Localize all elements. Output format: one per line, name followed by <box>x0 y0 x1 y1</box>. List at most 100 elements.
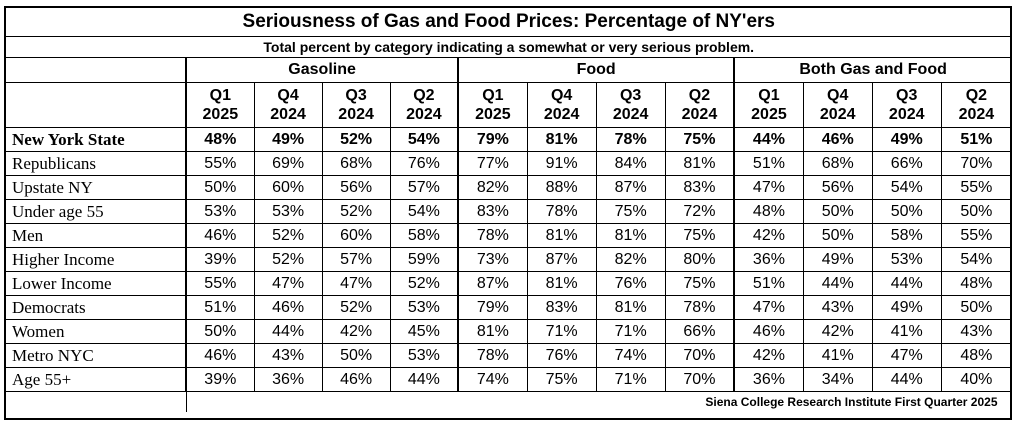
value-cell: 76% <box>389 151 459 176</box>
value-cell: 84% <box>595 151 666 176</box>
period-quarter: Q2 <box>965 87 988 104</box>
value-cell: 50% <box>185 319 255 344</box>
value-cell: 51% <box>940 127 1013 152</box>
period-year: 2024 <box>681 106 718 123</box>
value-cell: 53% <box>389 295 459 320</box>
period-quarter: Q3 <box>896 87 918 104</box>
value-cell: 50% <box>321 343 391 368</box>
value-cell: 76% <box>526 343 597 368</box>
value-cell: 40% <box>940 367 1013 392</box>
value-cell: 82% <box>457 175 528 200</box>
value-cell: 57% <box>321 247 391 272</box>
row-label: Democrats <box>6 295 187 320</box>
value-cell: 77% <box>457 151 528 176</box>
table-row: Men 46% 52% 60% 58% 78% 81% 81% 75% 42% 50% 58% 55% <box>6 223 1013 248</box>
value-cell: 46% <box>185 343 255 368</box>
value-cell: 81% <box>595 223 666 248</box>
period-quarter: Q1 <box>758 87 780 104</box>
period-year: 2024 <box>270 106 306 123</box>
value-cell: 55% <box>185 271 255 296</box>
period-year: 2024 <box>338 106 374 123</box>
period-header: Q3 2024 <box>871 82 942 128</box>
value-cell: 52% <box>253 223 323 248</box>
period-header: Q2 2024 <box>664 82 735 128</box>
row-label: New York State <box>6 127 187 152</box>
value-cell: 54% <box>389 127 459 152</box>
value-cell: 52% <box>321 199 391 224</box>
table-row: Age 55+ 39% 36% 46% 44% 74% 75% 71% 70% 36% 34% 44%… <box>6 367 1013 392</box>
row-label: Age 55+ <box>6 367 187 392</box>
table-title: Seriousness of Gas and Food Prices: Perc… <box>6 8 1012 37</box>
group-header: Gasoline <box>185 57 459 83</box>
period-header: Q1 2025 <box>457 82 528 128</box>
value-cell: 56% <box>321 175 391 200</box>
value-cell: 53% <box>389 343 459 368</box>
value-cell: 87% <box>526 247 597 272</box>
value-cell: 54% <box>940 247 1013 272</box>
value-cell: 48% <box>940 271 1013 296</box>
table-row: Higher Income 39% 52% 57% 59% 73% 87% 82% 80% 36%… <box>6 247 1013 272</box>
value-cell: 36% <box>253 367 323 392</box>
value-cell: 60% <box>253 175 323 200</box>
value-cell: 34% <box>802 367 873 392</box>
table-row: Women 50% 44% 42% 45% 81% 71% 71% 66% 46% 42% 41% 43… <box>6 319 1013 344</box>
value-cell: 58% <box>389 223 459 248</box>
value-cell: 58% <box>871 223 942 248</box>
row-label: Upstate NY <box>6 175 187 200</box>
value-cell: 71% <box>595 319 666 344</box>
value-cell: 36% <box>733 247 804 272</box>
value-cell: 66% <box>664 319 735 344</box>
value-cell: 50% <box>940 199 1013 224</box>
value-cell: 43% <box>940 319 1013 344</box>
table-row: Metro NYC 46% 43% 50% 53% 78% 76% 74% 70% 42% 41% 4… <box>6 343 1013 368</box>
value-cell: 75% <box>526 367 597 392</box>
value-cell: 53% <box>871 247 942 272</box>
value-cell: 50% <box>871 199 942 224</box>
period-header: Q2 2024 <box>940 82 1013 128</box>
value-cell: 44% <box>871 271 942 296</box>
value-cell: 54% <box>871 175 942 200</box>
period-quarter: Q3 <box>345 87 367 104</box>
period-header: Q1 2025 <box>733 82 804 128</box>
value-cell: 60% <box>321 223 391 248</box>
value-cell: 74% <box>595 343 666 368</box>
period-quarter: Q4 <box>827 87 849 104</box>
value-cell: 51% <box>185 295 255 320</box>
value-cell: 81% <box>664 151 735 176</box>
table-row: Upstate NY 50% 60% 56% 57% 82% 88% 87% 83% 47% 56%… <box>6 175 1013 200</box>
value-cell: 54% <box>389 199 459 224</box>
value-cell: 49% <box>871 127 942 152</box>
value-cell: 68% <box>321 151 391 176</box>
value-cell: 70% <box>940 151 1013 176</box>
value-cell: 73% <box>457 247 528 272</box>
row-label: Higher Income <box>6 247 187 272</box>
value-cell: 70% <box>664 367 735 392</box>
value-cell: 41% <box>871 319 942 344</box>
value-cell: 57% <box>389 175 459 200</box>
period-year: 2024 <box>958 106 995 123</box>
value-cell: 41% <box>802 343 873 368</box>
value-cell: 52% <box>321 127 391 152</box>
table-frame: Seriousness of Gas and Food Prices: Perc… <box>4 6 1013 420</box>
value-cell: 81% <box>526 271 597 296</box>
value-cell: 68% <box>802 151 873 176</box>
table-row: Under age 55 53% 53% 52% 54% 83% 78% 75% 72% 48% 5… <box>6 199 1013 224</box>
period-header: Q2 2024 <box>389 82 459 128</box>
value-cell: 81% <box>526 127 597 152</box>
value-cell: 48% <box>940 343 1013 368</box>
value-cell: 78% <box>664 295 735 320</box>
value-cell: 44% <box>802 271 873 296</box>
value-cell: 71% <box>595 367 666 392</box>
value-cell: 88% <box>526 175 597 200</box>
value-cell: 87% <box>595 175 666 200</box>
value-cell: 52% <box>253 247 323 272</box>
value-cell: 36% <box>733 367 804 392</box>
value-cell: 46% <box>253 295 323 320</box>
period-quarter: Q2 <box>688 87 711 104</box>
value-cell: 46% <box>733 319 804 344</box>
value-cell: 49% <box>253 127 323 152</box>
row-label: Men <box>6 223 187 248</box>
value-cell: 43% <box>802 295 873 320</box>
value-cell: 82% <box>595 247 666 272</box>
value-cell: 46% <box>802 127 873 152</box>
